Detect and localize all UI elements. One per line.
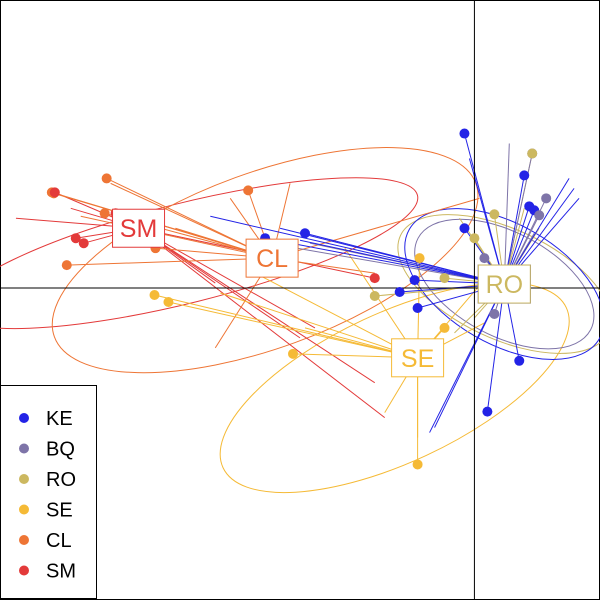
centroid-label-box-sm — [112, 208, 166, 248]
spoke-se — [220, 292, 418, 359]
point-ke — [482, 406, 493, 417]
point-cl — [243, 185, 254, 196]
point-cl — [101, 173, 112, 184]
spoke-ke — [279, 227, 505, 285]
centroid-label-ro: RO — [486, 271, 524, 299]
centroid-label-sm: SM — [120, 215, 158, 243]
legend-label-se: SE — [46, 500, 73, 522]
point-ro — [489, 209, 500, 220]
spoke-cl — [271, 197, 480, 259]
point-sm — [70, 233, 81, 244]
point-bq — [489, 308, 500, 319]
point-se — [163, 296, 174, 307]
centroid-label-cl: CL — [256, 245, 288, 273]
legend-marker-ke — [19, 413, 29, 423]
spoke-se — [168, 301, 418, 359]
spoke-bq — [284, 245, 505, 285]
point-se — [412, 459, 423, 470]
legend-marker-cl — [19, 535, 29, 545]
point-ke — [519, 170, 530, 181]
point-ke — [409, 275, 420, 286]
legend-label-ro: RO — [46, 469, 76, 491]
centroid-label-box-cl — [245, 238, 299, 278]
point-ro — [527, 148, 538, 159]
spoke-se — [254, 272, 418, 359]
legend: KE BQ RO SE CL SM — [0, 385, 97, 599]
legend-box — [0, 385, 97, 599]
point-cl — [99, 208, 110, 219]
ellipse-cl — [51, 147, 479, 374]
point-ke — [459, 223, 470, 234]
ellipse-se — [219, 282, 570, 494]
centroid-label-se: SE — [401, 345, 434, 373]
spoke-ke — [299, 239, 505, 285]
spoke-bq — [503, 143, 510, 285]
spoke-cl — [110, 182, 273, 259]
point-sm — [369, 273, 380, 284]
point-ke — [394, 287, 405, 298]
spoke-se — [154, 294, 418, 359]
spoke-cl — [66, 257, 273, 266]
point-ro — [369, 291, 380, 302]
legend-marker-se — [19, 504, 29, 515]
point-bq — [479, 253, 490, 264]
legend-marker-ro — [19, 474, 29, 484]
spoke-sm — [138, 227, 301, 339]
centroid-label-box-se — [391, 338, 445, 378]
legend-marker-bq — [19, 443, 29, 454]
point-sm — [49, 187, 60, 198]
spoke-ke — [429, 283, 505, 433]
legend-marker-sm — [19, 565, 29, 576]
point-se — [288, 348, 299, 359]
point-sm — [78, 238, 89, 249]
point-bq — [541, 193, 552, 204]
spoke-ke — [210, 215, 505, 285]
point-bq — [534, 210, 545, 221]
centroid-label-box-ro — [477, 264, 531, 304]
ellipse-ro — [397, 214, 600, 354]
point-ro — [439, 273, 450, 284]
point-ke — [299, 228, 310, 239]
legend-label-ke: KE — [46, 408, 73, 430]
point-ke — [412, 302, 423, 313]
legend-label-bq: BQ — [46, 439, 75, 461]
point-cl — [61, 260, 72, 271]
point-se — [414, 253, 425, 264]
spoke-ke — [468, 158, 505, 285]
legend-label-cl: CL — [46, 530, 72, 552]
ellipse-bq — [414, 218, 595, 350]
spoke-ke — [486, 283, 505, 412]
point-ro — [469, 233, 480, 244]
spoke-sm — [138, 227, 316, 329]
point-ke — [514, 355, 525, 366]
point-se — [149, 290, 160, 301]
ellipses-layer — [0, 147, 600, 494]
point-se — [439, 322, 450, 333]
legend-label-sm: SM — [46, 561, 76, 583]
spoke-ke — [265, 237, 505, 285]
point-ke — [459, 128, 470, 139]
